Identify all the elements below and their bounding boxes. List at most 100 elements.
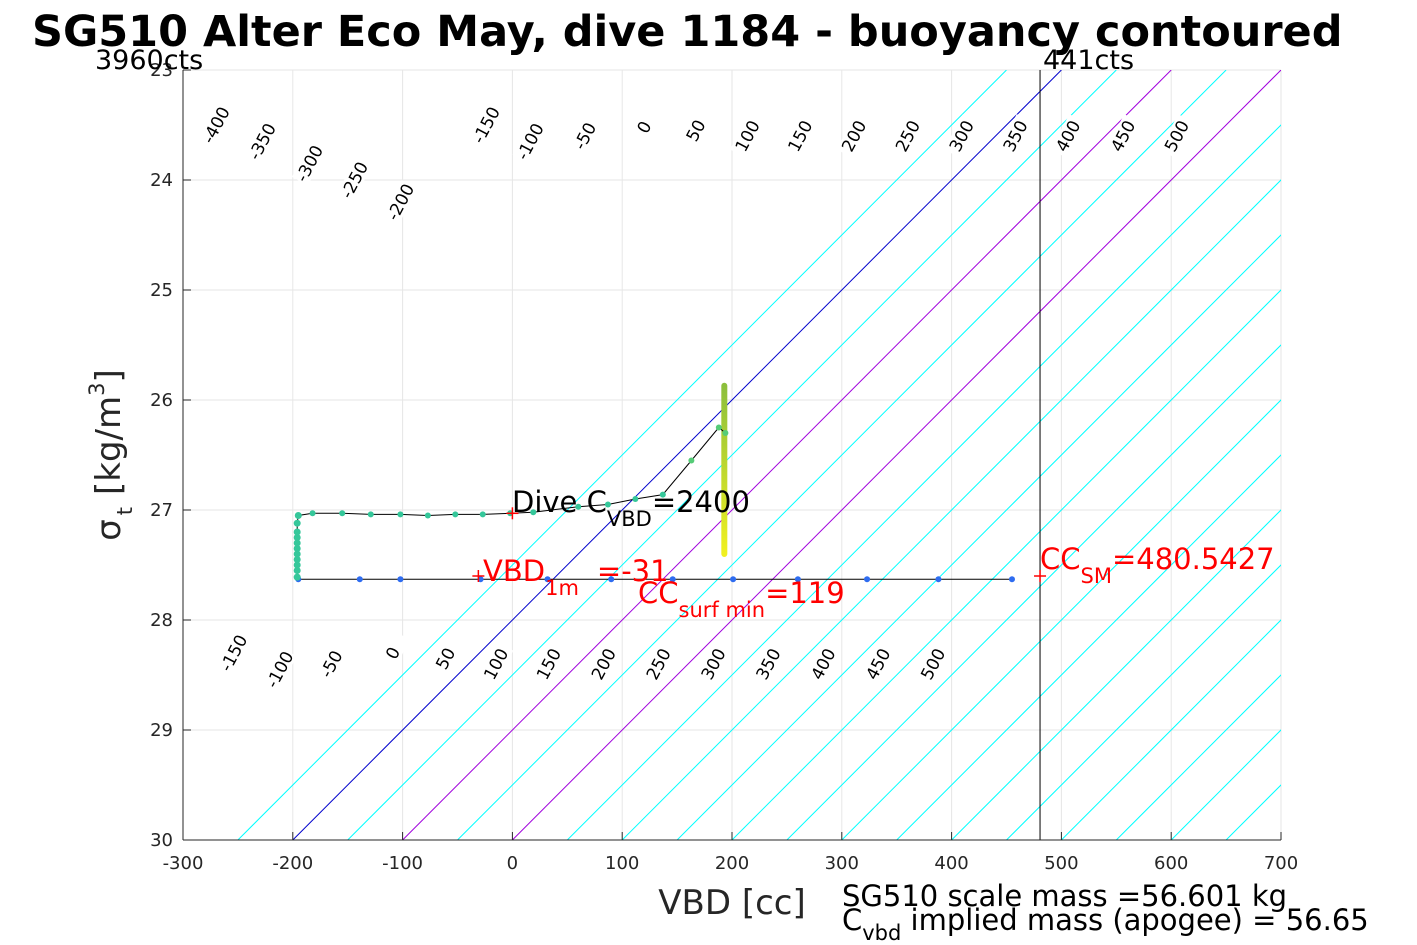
y-ticks: 23 24 25 26 27 28 29 30: [150, 60, 191, 851]
contour-label-bg: [997, 114, 1033, 158]
contour-label-bg: [805, 642, 841, 686]
contour-label-bg: [531, 642, 566, 686]
dive-track-point: [356, 576, 363, 583]
dive-track-point: [293, 528, 301, 536]
dive-track-point: [367, 511, 374, 518]
x-tick-label: 400: [934, 853, 968, 874]
dive-track-point: [530, 509, 537, 516]
vbd-1m-sub: 1m: [545, 576, 579, 600]
dive-track-point: [309, 510, 316, 517]
dive-track-point: [722, 430, 729, 436]
contour-label-bg: [336, 158, 372, 202]
implied-mass-sub: vbd: [862, 921, 901, 945]
contour-label-bg: [836, 114, 872, 158]
y-tick-label: 28: [150, 610, 173, 631]
dive-track-point: [688, 457, 695, 464]
x-tick-label: 200: [715, 853, 749, 874]
contour-line: [402, 70, 1172, 840]
contour-label-bg: [478, 642, 514, 686]
x-tick-label: -100: [382, 853, 423, 874]
dive-track-point: [293, 545, 301, 552]
dive-track-point: [604, 501, 611, 508]
dive-track-point: [293, 573, 301, 581]
corner-label-right: 441cts: [1043, 45, 1134, 76]
contour-label-bg: [730, 114, 765, 158]
dive-track-point: [294, 512, 302, 519]
dive-track-point: [632, 496, 639, 502]
contour-line: [347, 70, 1117, 840]
contour-line: [676, 234, 1281, 840]
y-tick-label: 30: [150, 830, 173, 851]
cc-sm-post: =480.5427: [1112, 542, 1275, 576]
implied-mass-post: implied mass (apogee) = 56.65: [901, 903, 1368, 937]
contour-line: [896, 454, 1281, 840]
dive-track-point: [424, 512, 431, 519]
x-tick-label: 300: [825, 853, 859, 874]
contour-label-bg: [375, 631, 411, 675]
contour-label-bg: [428, 636, 463, 681]
dive-track-point: [397, 511, 404, 518]
contour-label-bg: [860, 642, 896, 686]
contour-line: [1336, 70, 1417, 840]
y-tick-label: 29: [150, 720, 173, 741]
contour-line: [512, 70, 1281, 840]
contour-label-bg: [1050, 114, 1086, 158]
contour-label-bg: [915, 642, 951, 686]
x-tick-label: -200: [272, 853, 313, 874]
contour-line: [1061, 619, 1281, 840]
contour-line: [1006, 564, 1281, 840]
contour-label-bg: [586, 642, 621, 686]
dive-cvbd-annotation: Dive CVBD=2400: [512, 485, 750, 531]
corner-label-left: 3960cts: [95, 45, 203, 76]
contour-label-bg: [750, 642, 786, 686]
dive-cvbd-pre: Dive C: [512, 485, 607, 519]
dive-cvbd-sub: VBD: [607, 507, 652, 531]
dive-track-point: [730, 576, 737, 583]
cc-surf-min-annotation: CCsurf min=119: [638, 576, 845, 622]
y-axis-label-sub: t: [113, 507, 137, 515]
dive-track-point: [452, 511, 459, 518]
dive-track-point: [293, 556, 301, 563]
markers: [472, 507, 1047, 582]
contour-line: [951, 509, 1281, 840]
contour-line: [1115, 674, 1281, 840]
contour-line: [566, 124, 1281, 840]
x-tick-label: -300: [163, 853, 204, 874]
dive-cvbd-post: =2400: [652, 485, 750, 519]
dive-track-point: [794, 576, 801, 583]
vbd-1m-annotation: VBD1m =-31: [483, 554, 669, 600]
contour-line: [786, 344, 1281, 840]
contour-label-bg: [512, 119, 548, 164]
y-axis-label-sup: 3: [85, 382, 109, 395]
y-axis-label-main: σ: [89, 519, 129, 541]
y-tick-label: 24: [150, 170, 173, 191]
cc-sm-sub: SM: [1081, 564, 1112, 588]
x-ticks: -300 -200 -100 0 100 200 300 400 500 600 700: [163, 832, 1298, 874]
y-tick-label: 23: [150, 60, 173, 81]
dive-track-point: [715, 424, 722, 431]
contour-label-bg: [641, 642, 676, 686]
dive-track-point: [669, 576, 676, 583]
contour-line: [237, 70, 1007, 840]
contour-label-bg: [383, 180, 418, 224]
dive-track-point: [339, 510, 346, 517]
dive-track-point: [575, 503, 582, 510]
dive-track-point: [1008, 576, 1015, 583]
contour-label-bg: [468, 103, 504, 147]
cc-sm-pre: CC: [1040, 542, 1081, 576]
contour-line: [292, 70, 1062, 840]
dive-track-point: [293, 539, 301, 547]
contour-label-bg: [695, 642, 731, 686]
implied-mass-pre: C: [842, 903, 862, 937]
y-tick-label: 25: [150, 280, 173, 301]
contour-label-bg: [216, 631, 251, 675]
cc-sm-annotation: CCSM=480.5427: [1040, 542, 1275, 588]
implied-mass-footnote: Cvbd implied mass (apogee) = 56.65: [842, 903, 1369, 945]
contour-line: [621, 179, 1281, 840]
contour-label-bg: [678, 108, 714, 153]
contour-lines: [237, 70, 1417, 840]
x-tick-label: 600: [1154, 853, 1188, 874]
y-axis-label-unit: [kg/m: [89, 396, 129, 495]
vbd-1m-post: =-31: [597, 554, 669, 588]
y-tick-label: 27: [150, 500, 173, 521]
